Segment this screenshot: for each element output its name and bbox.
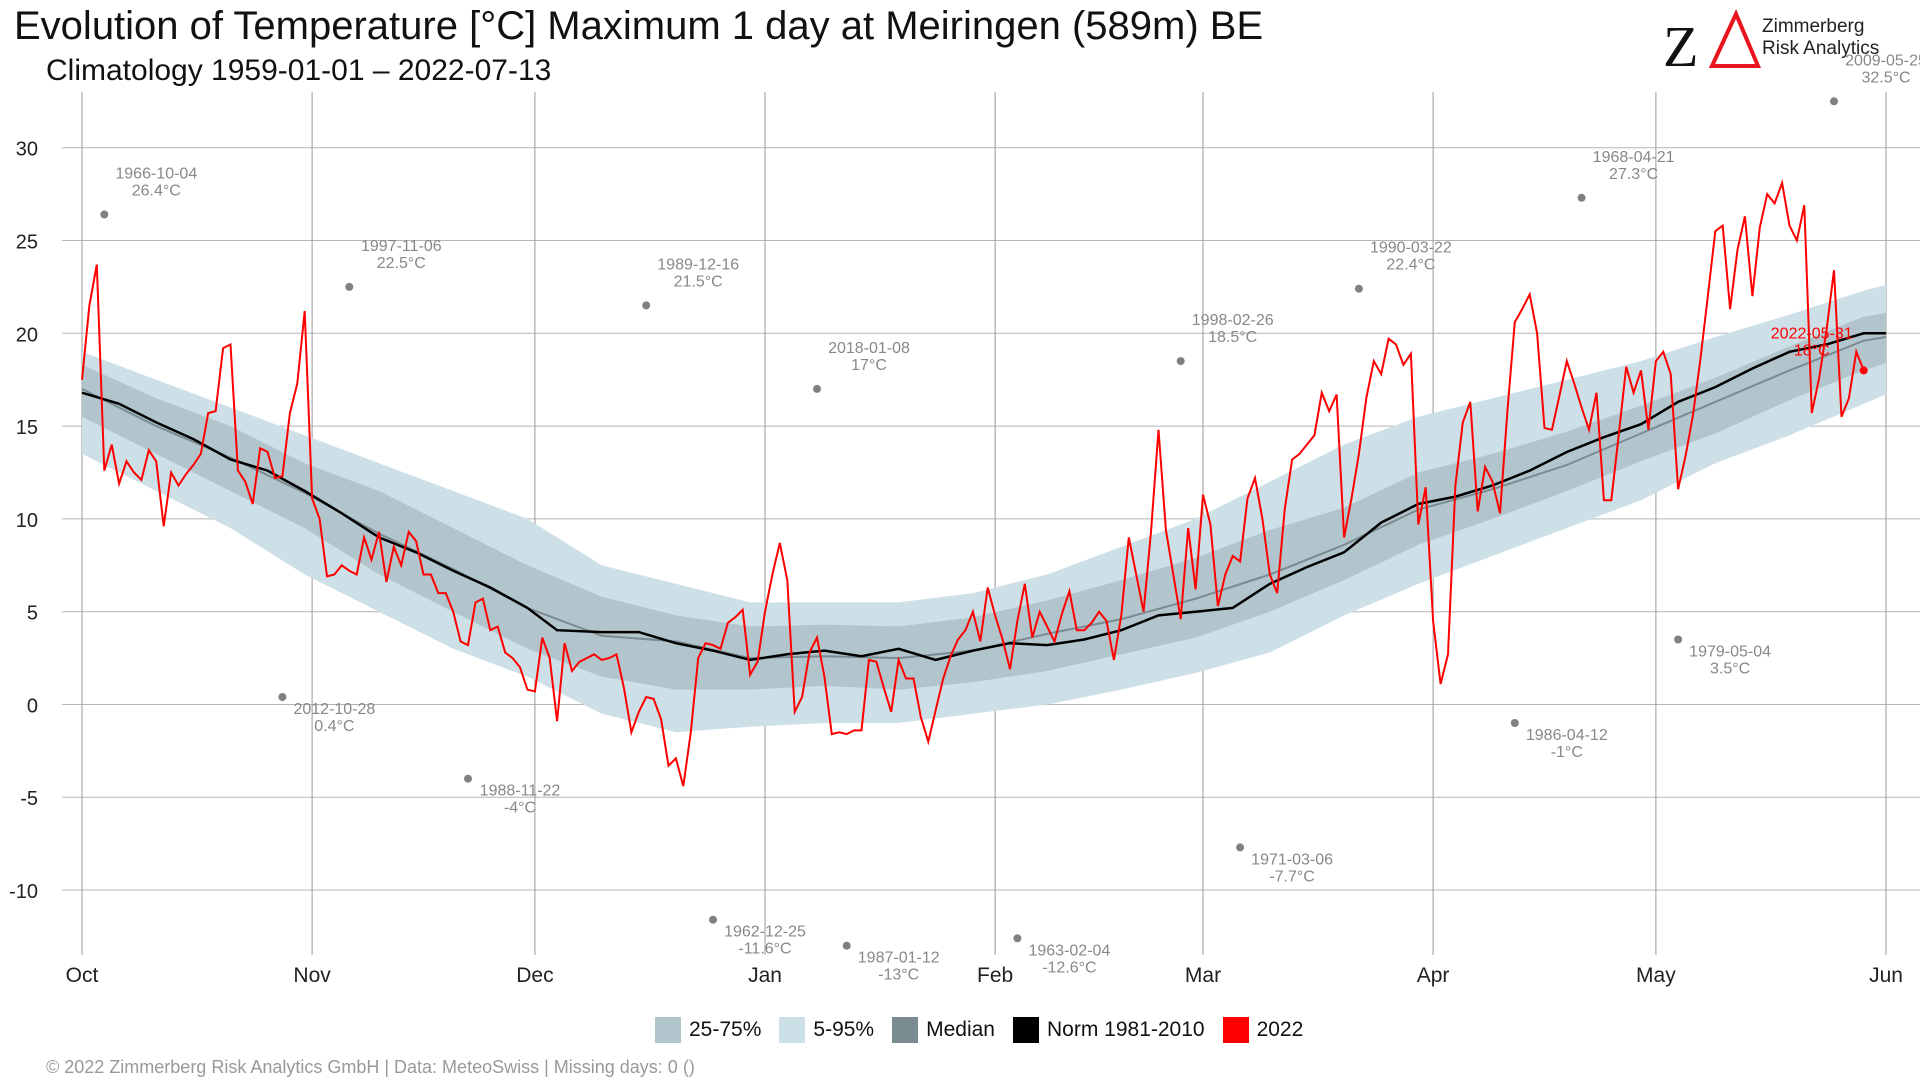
record-date-label: 2018-01-08 [828, 340, 910, 357]
y-tick-label: 5 [27, 603, 38, 625]
y-tick-label: 15 [16, 417, 38, 439]
x-tick-label: Jan [748, 964, 782, 987]
y-tick-label: 0 [27, 696, 38, 718]
legend-label-25-75: 25-75% [689, 1018, 762, 1041]
record-date-label: 1990-03-22 [1370, 240, 1452, 257]
record-value-label: 18.5°C [1208, 329, 1257, 346]
record-date-label: 2009-05-25 [1845, 52, 1920, 69]
legend-item-median: Median [892, 1017, 995, 1043]
x-tick-label: May [1636, 964, 1676, 987]
logo-mark: Z [1663, 9, 1762, 72]
last-value-label: 18°C [1794, 342, 1830, 359]
legend-item-25-75: 25-75% [655, 1017, 761, 1043]
record-date-label: 2012-10-28 [293, 701, 375, 718]
y-tick-label: 20 [16, 324, 38, 346]
record-point [1577, 193, 1586, 202]
last-value-date-label: 2022-05-31 [1771, 325, 1853, 342]
svg-text:Z: Z [1663, 14, 1698, 72]
record-value-label: 17°C [851, 357, 887, 374]
x-tick-label: Nov [293, 964, 331, 987]
legend-item-norm: Norm 1981-2010 [1012, 1017, 1205, 1043]
record-point [100, 210, 109, 219]
y-tick-label: 10 [16, 510, 38, 532]
chart-title: Evolution of Temperature [°C] Maximum 1 … [14, 4, 1264, 48]
record-point [464, 774, 472, 783]
legend: 25-75% 5-95% Median Norm 1981-2010 2022 [655, 1017, 1303, 1043]
legend-swatch-median [892, 1017, 919, 1043]
record-value-label: 27.3°C [1609, 166, 1658, 183]
logo-text: Zimmerberg Risk Analytics [1762, 16, 1879, 60]
record-value-label: 26.4°C [132, 183, 181, 200]
legend-label-median: Median [926, 1018, 995, 1041]
record-point [278, 693, 287, 701]
record-point [1830, 97, 1838, 106]
band-25-75 [82, 312, 1886, 690]
legend-swatch-5-95 [779, 1017, 806, 1043]
record-date-label: 1998-02-26 [1192, 312, 1274, 329]
legend-item-5-95: 5-95% [779, 1017, 874, 1043]
record-date-label: 1966-10-04 [115, 166, 197, 183]
record-value-label: -13°C [878, 967, 919, 984]
record-point [709, 915, 717, 924]
record-point [1176, 357, 1185, 366]
series-2022-line [81, 179, 1865, 787]
x-tick-label: Dec [516, 964, 553, 987]
x-tick-label: Oct [66, 964, 99, 987]
norm-1981-2010-line [81, 332, 1886, 662]
legend-swatch-25-75 [655, 1017, 681, 1043]
record-point [1236, 843, 1245, 852]
record-point [1674, 635, 1683, 644]
legend-label-norm: Norm 1981-2010 [1046, 1018, 1205, 1041]
record-value-label: -11.6°C [738, 941, 791, 958]
record-date-label: 1979-05-04 [1689, 644, 1771, 661]
y-tick-label: -10 [9, 881, 38, 903]
x-tick-label: Feb [977, 964, 1013, 987]
record-value-label: 22.5°C [377, 255, 426, 272]
legend-item-2022: 2022 [1222, 1017, 1304, 1043]
record-value-label: 22.4°C [1386, 257, 1435, 274]
legend-label-5-95: 5-95% [813, 1018, 875, 1041]
x-tick-label: Jun [1869, 964, 1903, 987]
record-value-label: -4°C [504, 800, 536, 817]
record-date-label: 1962-12-25 [724, 924, 806, 941]
record-value-label: -12.6°C [1042, 959, 1096, 976]
record-point [345, 282, 354, 291]
record-value-label: -7.7°C [1269, 868, 1315, 885]
y-tick-label: -5 [20, 788, 38, 810]
record-date-label: 1963-02-04 [1028, 942, 1110, 959]
record-point [1354, 284, 1363, 293]
footer-credits: © 2022 Zimmerberg Risk Analytics GmbH | … [46, 1057, 695, 1077]
x-tick-label: Apr [1417, 964, 1450, 987]
record-value-label: -1°C [1551, 744, 1583, 761]
record-value-label: 0.4°C [314, 718, 354, 735]
record-point [1013, 934, 1022, 943]
record-value-label: 32.5°C [1861, 69, 1910, 86]
record-date-label: 1988-11-22 [480, 783, 561, 800]
legend-label-2022: 2022 [1256, 1018, 1304, 1041]
record-point [813, 384, 821, 393]
legend-swatch-2022 [1222, 1017, 1249, 1043]
record-date-label: 1997-11-06 [361, 238, 442, 255]
record-date-label: 1987-01-12 [858, 950, 940, 967]
last-value-point [1859, 366, 1868, 375]
chart-subtitle: Climatology 1959-01-01 – 2022-07-13 [46, 54, 552, 87]
record-point [642, 301, 651, 310]
x-tick-label: Mar [1185, 964, 1221, 987]
record-date-label: 1968-04-21 [1593, 149, 1675, 166]
y-tick-label: 25 [16, 232, 38, 254]
record-point [1510, 719, 1519, 727]
record-date-label: 1989-12-16 [657, 256, 739, 273]
record-date-label: 1986-04-12 [1526, 727, 1608, 744]
record-value-label: 21.5°C [674, 273, 723, 290]
legend-swatch-norm [1012, 1017, 1039, 1043]
y-tick-label: 30 [16, 139, 38, 161]
record-value-label: 3.5°C [1710, 661, 1750, 678]
logo-line2: Risk Analytics [1762, 38, 1880, 59]
record-point [842, 941, 851, 950]
record-date-label: 1971-03-06 [1251, 851, 1333, 868]
logo-line1: Zimmerberg [1762, 16, 1865, 37]
temperature-chart: -10 -5 0 5 10 15 20 25 30 Oct Nov Dec Jan Feb Mar Apr Ma… [9, 52, 1920, 987]
